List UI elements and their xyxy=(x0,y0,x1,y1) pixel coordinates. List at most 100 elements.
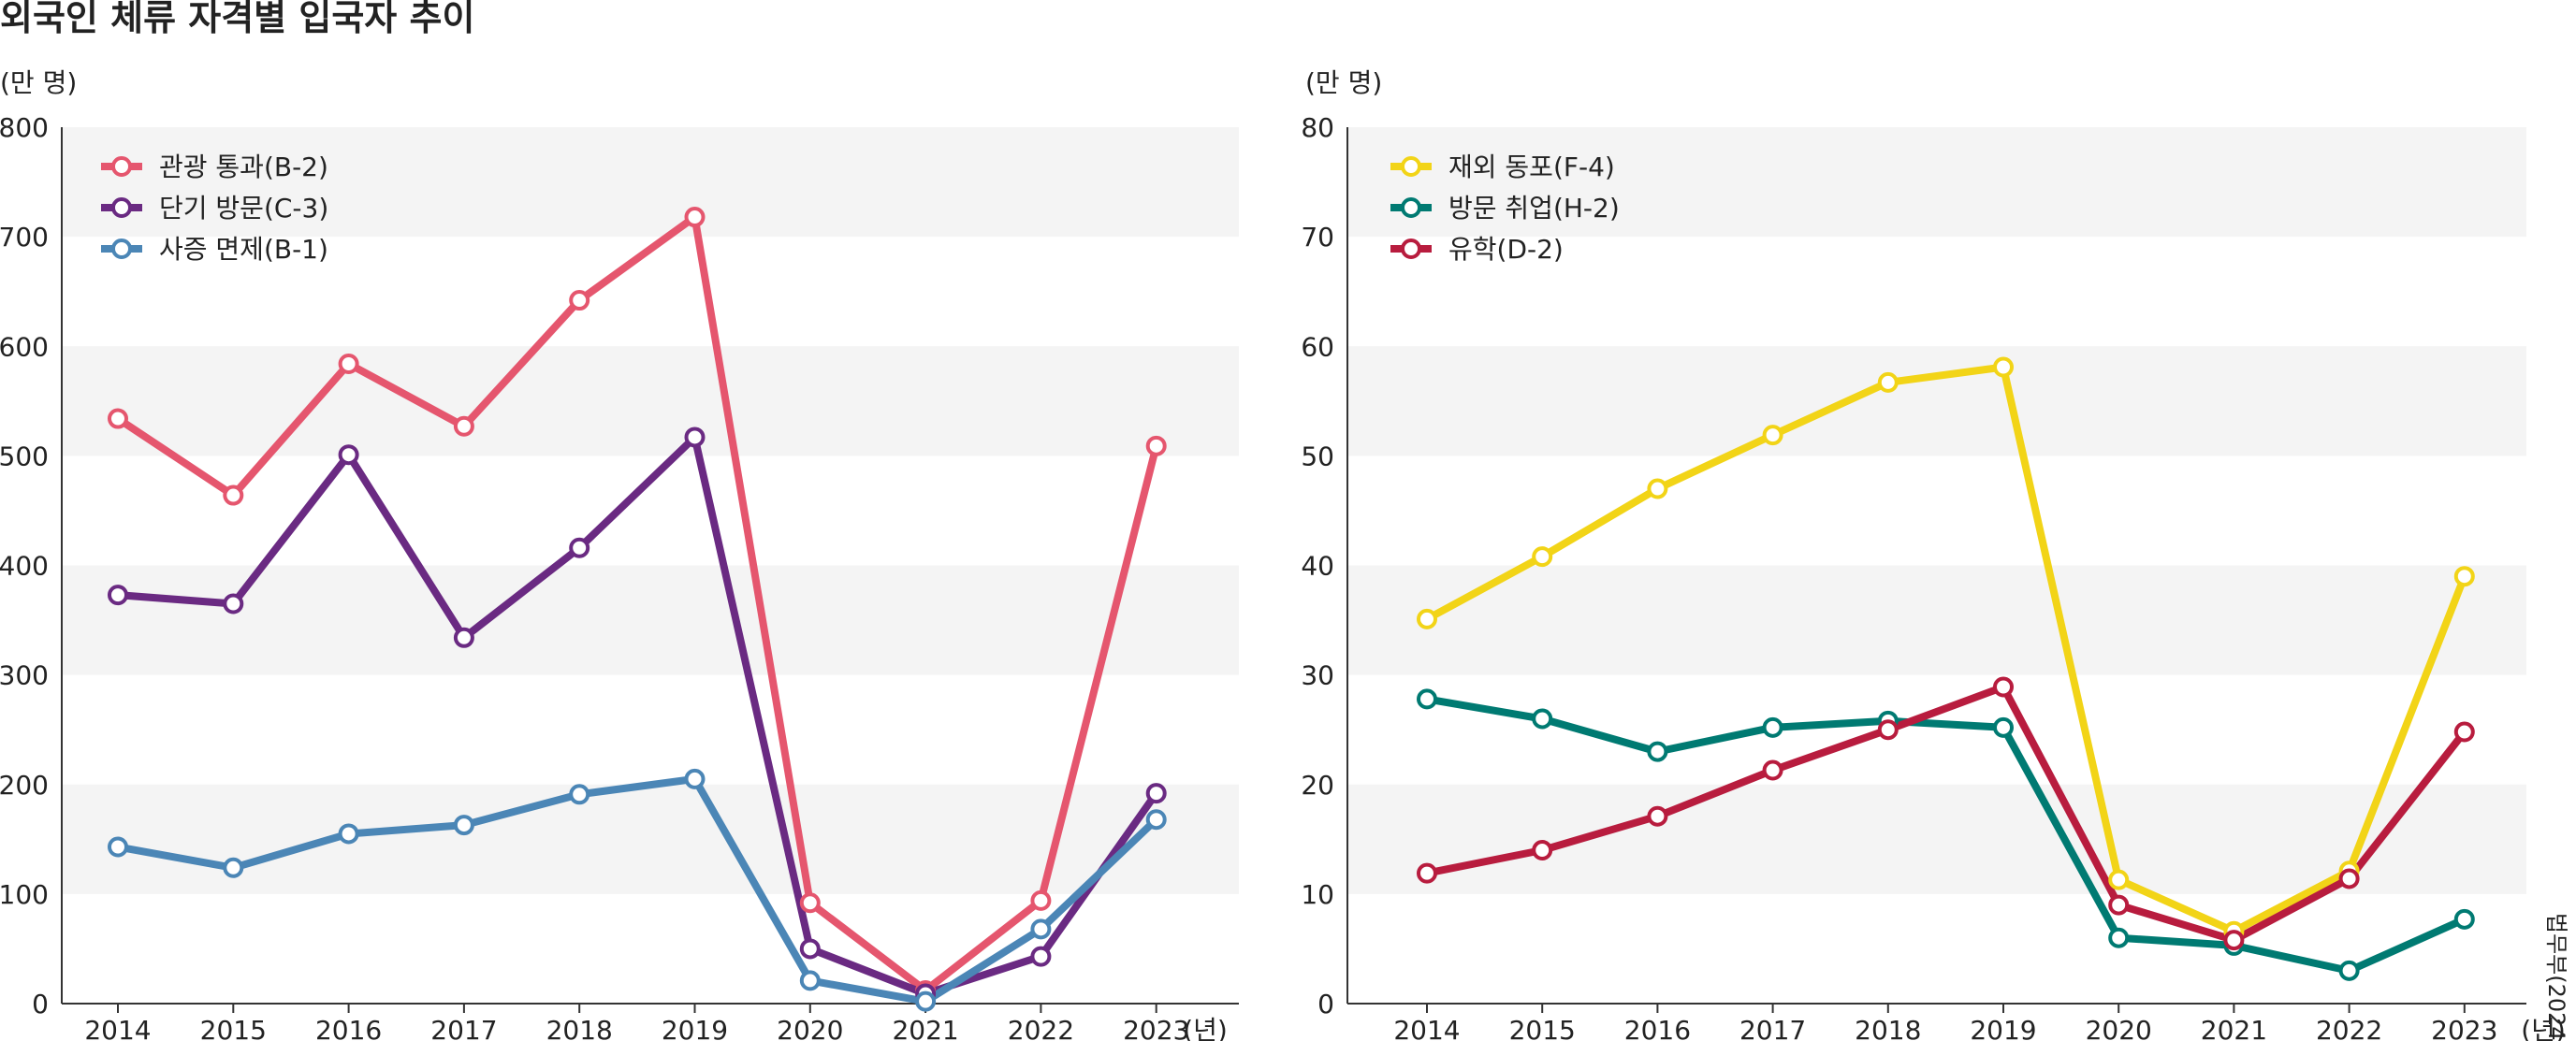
data-point xyxy=(223,857,244,878)
legend-marker xyxy=(1401,197,1421,218)
x-tick-label: 2022 xyxy=(2316,1015,2382,1041)
legend-marker xyxy=(111,239,132,259)
x-tick-label: 2014 xyxy=(1393,1015,1460,1041)
grid-band xyxy=(62,565,1239,675)
legend-label: 관광 통과(B-2) xyxy=(159,152,328,182)
series-line xyxy=(114,433,1160,998)
data-point xyxy=(2108,894,2130,916)
data-point xyxy=(453,627,474,648)
data-point xyxy=(1993,356,2014,378)
y-tick-label: 50 xyxy=(1301,441,1334,471)
data-point xyxy=(1145,783,1167,804)
y-tick-label: 20 xyxy=(1301,770,1334,801)
series-line xyxy=(1423,683,2468,945)
y-tick-label: 500 xyxy=(0,441,49,471)
data-point xyxy=(915,990,937,1012)
data-point xyxy=(684,427,706,448)
grid-band xyxy=(1347,127,2526,238)
data-point xyxy=(1532,546,1553,568)
data-point xyxy=(684,768,706,789)
right-chart: (만 명) 0 10 20 30 40 50 60 70 80 2014 2015 2016 2017 20… xyxy=(1301,67,2565,1041)
legend-marker xyxy=(1401,156,1421,177)
data-point xyxy=(108,408,128,429)
legend-marker xyxy=(111,156,132,177)
data-point xyxy=(108,836,128,858)
data-point xyxy=(338,444,359,466)
left-chart: (만 명) 0 100 200 300 400 500 600 700 800 2014 2015 20… xyxy=(0,67,1239,1041)
grid-band xyxy=(1347,346,2526,456)
data-point xyxy=(799,938,821,960)
data-point xyxy=(799,892,821,914)
data-point xyxy=(2453,908,2475,930)
data-point xyxy=(569,537,590,558)
data-point xyxy=(2453,721,2475,743)
series-line xyxy=(114,213,1160,994)
data-point xyxy=(1030,946,1052,967)
x-tick-label: 2016 xyxy=(315,1015,382,1041)
data-point xyxy=(1647,805,1668,827)
y-unit-label: (만 명) xyxy=(1305,67,1382,98)
grid-band xyxy=(62,784,1239,894)
grid-band xyxy=(1347,565,2526,675)
data-point xyxy=(1030,918,1052,940)
data-point xyxy=(799,970,821,991)
x-tick-label: 2015 xyxy=(1509,1015,1576,1041)
data-point xyxy=(1145,809,1167,831)
x-tick-label: 2021 xyxy=(2201,1015,2267,1041)
data-point xyxy=(1532,708,1553,730)
data-point xyxy=(108,585,128,606)
data-point xyxy=(569,290,590,311)
grid-band xyxy=(62,127,1239,238)
data-point xyxy=(453,415,474,437)
series-line xyxy=(1423,695,2468,975)
x-tick-label: 2018 xyxy=(546,1015,613,1041)
data-point xyxy=(1532,840,1553,861)
data-point xyxy=(2108,869,2130,890)
x-unit-label: (년) xyxy=(1183,1015,1228,1041)
data-point xyxy=(1030,889,1052,911)
data-point xyxy=(1762,425,1783,446)
y-tick-label: 40 xyxy=(1301,551,1334,582)
y-tick-label: 300 xyxy=(0,660,49,691)
data-point xyxy=(453,815,474,836)
x-tick-label: 2023 xyxy=(2431,1015,2497,1041)
y-tick-label: 600 xyxy=(0,331,49,362)
y-tick-label: 60 xyxy=(1301,331,1334,362)
x-tick-label: 2017 xyxy=(1739,1015,1806,1041)
data-point xyxy=(1647,478,1668,499)
x-tick-label: 2019 xyxy=(1970,1015,2036,1041)
data-point xyxy=(223,593,244,614)
x-tick-label: 2022 xyxy=(1008,1015,1074,1041)
data-point xyxy=(2338,868,2360,889)
y-tick-label: 30 xyxy=(1301,660,1334,691)
legend-label: 유학(D-2) xyxy=(1448,234,1564,265)
data-point xyxy=(2223,930,2245,951)
figure-title: 외국인 체류 자격별 입국자 추이 xyxy=(0,0,474,38)
x-tick-label: 2019 xyxy=(662,1015,728,1041)
legend-label: 사증 면제(B-1) xyxy=(159,234,328,265)
data-point xyxy=(1993,716,2014,738)
legend-label: 방문 취업(H-2) xyxy=(1448,193,1620,224)
y-tick-label: 80 xyxy=(1301,112,1334,143)
data-point xyxy=(1417,608,1437,629)
grid-band xyxy=(1347,784,2526,894)
y-tick-label: 10 xyxy=(1301,879,1334,910)
data-point xyxy=(1417,862,1437,884)
data-point xyxy=(1145,435,1167,456)
x-tick-label: 2016 xyxy=(1624,1015,1691,1041)
x-tick-label: 2020 xyxy=(2086,1015,2152,1041)
source-label: 법무부(2024) xyxy=(2543,913,2569,1041)
y-tick-label: 100 xyxy=(0,879,49,910)
data-point xyxy=(1993,676,2014,698)
legend-label: 단기 방문(C-3) xyxy=(159,193,328,224)
data-point xyxy=(1877,371,1899,393)
y-unit-label: (만 명) xyxy=(0,67,77,98)
legend-label: 재외 동포(F-4) xyxy=(1448,152,1615,182)
y-tick-label: 200 xyxy=(0,770,49,801)
y-tick-label: 0 xyxy=(1317,989,1334,1019)
series-line xyxy=(114,774,1160,1005)
data-point xyxy=(684,207,706,228)
legend-marker xyxy=(111,197,132,218)
legend-marker xyxy=(1401,239,1421,259)
data-point xyxy=(2338,960,2360,981)
